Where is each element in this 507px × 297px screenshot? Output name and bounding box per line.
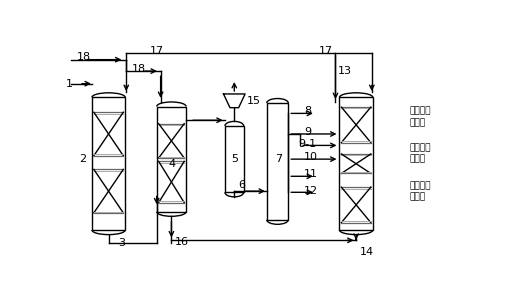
Text: 15: 15: [247, 96, 261, 106]
Text: 8: 8: [304, 106, 311, 116]
Text: 4: 4: [169, 159, 176, 169]
Bar: [157, 107, 186, 212]
Text: 9: 9: [304, 127, 311, 137]
Text: 2: 2: [79, 154, 86, 164]
Text: 17: 17: [150, 45, 164, 56]
Bar: [225, 126, 244, 192]
Text: 9-1: 9-1: [298, 139, 316, 148]
Bar: [267, 103, 288, 220]
Bar: [339, 97, 373, 230]
Text: 14: 14: [360, 247, 374, 257]
Text: 12: 12: [304, 186, 318, 196]
Text: 5: 5: [232, 154, 239, 164]
Text: 13: 13: [338, 66, 352, 76]
Text: 3: 3: [119, 238, 125, 248]
Text: 加氢裂化
催化剂: 加氢裂化 催化剂: [409, 107, 430, 127]
Text: 16: 16: [174, 237, 189, 247]
Text: 加氢精制
催化剂: 加氢精制 催化剂: [409, 143, 430, 163]
Text: 加氢裂化
催化剂: 加氢裂化 催化剂: [409, 181, 430, 201]
Text: 1: 1: [65, 79, 73, 89]
Text: 18: 18: [77, 52, 91, 62]
Text: 17: 17: [319, 45, 333, 56]
Bar: [92, 97, 125, 230]
Text: 6: 6: [238, 181, 245, 190]
Text: 10: 10: [304, 152, 318, 162]
Text: 18: 18: [132, 64, 146, 74]
Text: 7: 7: [275, 154, 282, 164]
Text: 11: 11: [304, 169, 318, 179]
